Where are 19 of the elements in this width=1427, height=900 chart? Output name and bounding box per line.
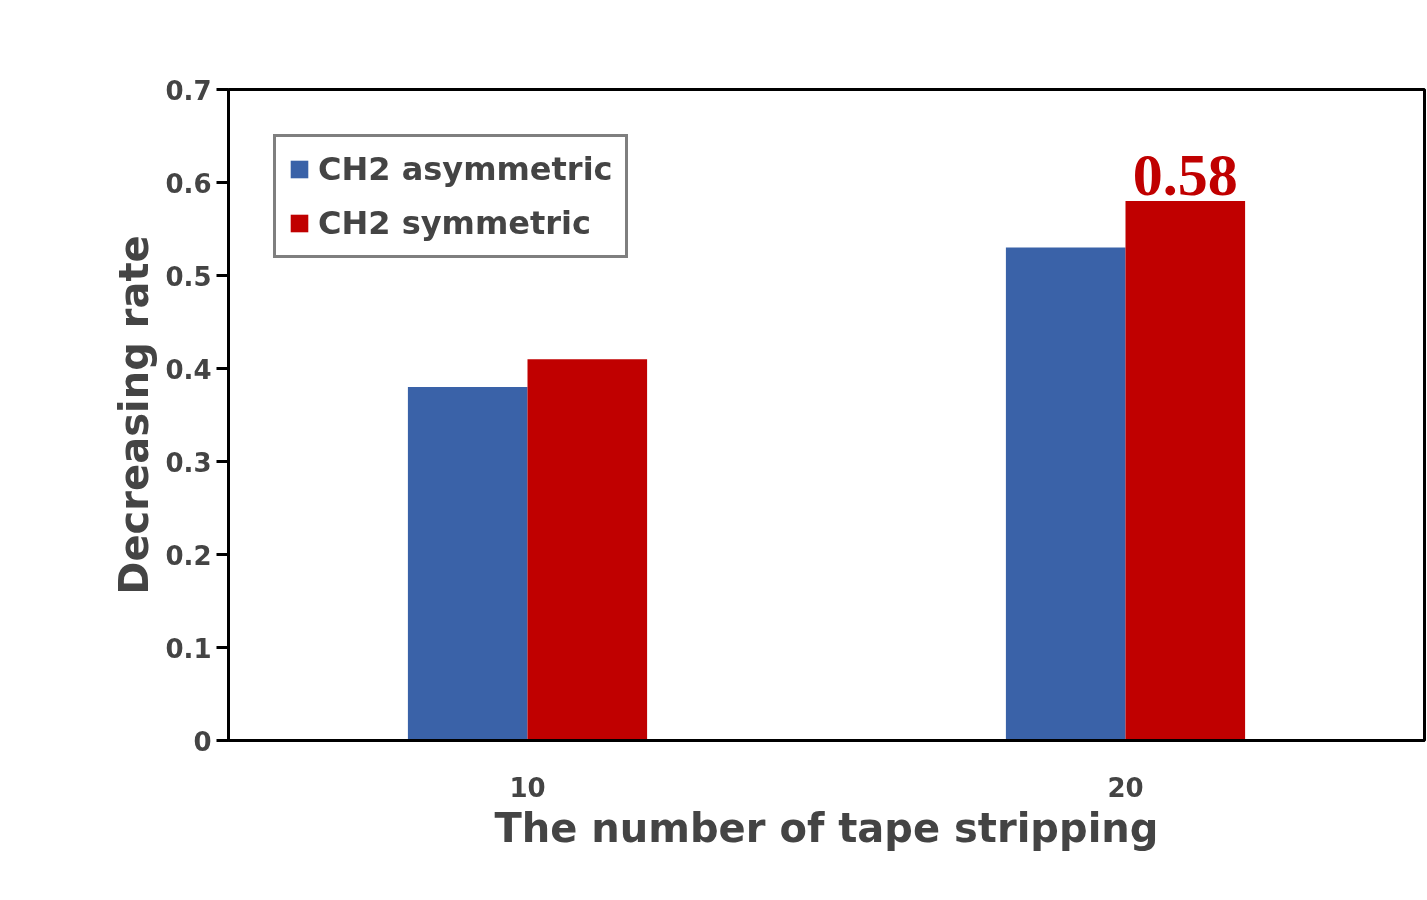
bar [527,359,648,741]
legend-label: CH2 asymmetric [318,149,613,189]
bar [1125,201,1246,741]
data-label: 0.58 [1132,142,1238,209]
x-tick-label: 20 [1107,772,1144,803]
x-tick-label: 10 [509,772,546,803]
y-tick-label: 0.4 [165,354,212,385]
y-tick-label: 0 [193,726,212,757]
y-tick-label: 0.5 [165,261,212,292]
y-axis-title: Decreasing rate [111,235,158,595]
bar [1005,247,1126,741]
y-tick-label: 0.6 [165,168,212,199]
y-tick-label: 0.7 [165,75,212,106]
bar [407,387,528,741]
x-axis-title: The number of tape stripping [494,804,1159,851]
y-tick-label: 0.1 [165,633,212,664]
legend-label: CH2 symmetric [318,203,591,243]
y-tick-label: 0.3 [165,447,212,478]
y-tick-label: 0.2 [165,540,212,571]
